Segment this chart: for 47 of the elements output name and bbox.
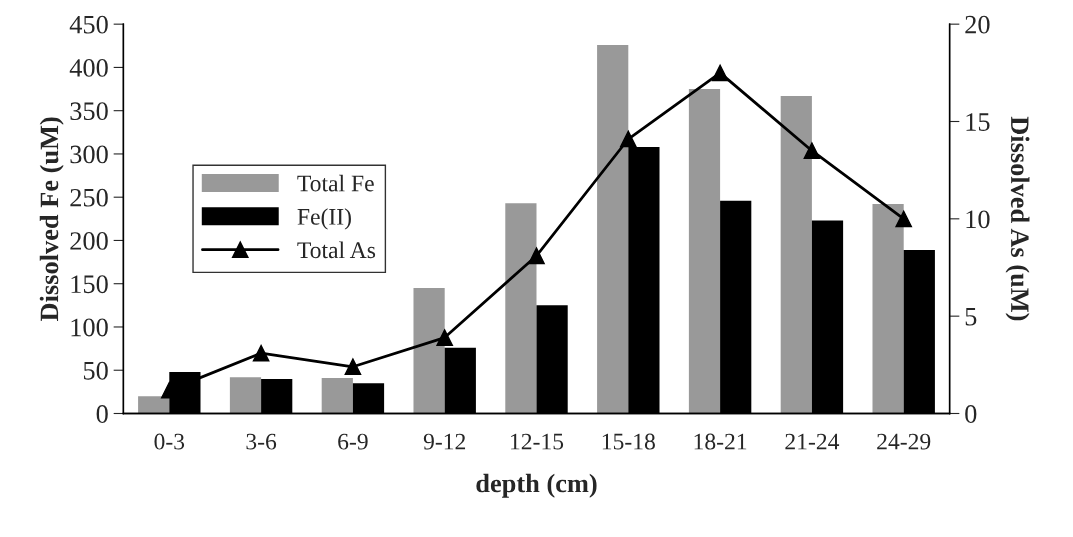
x-tick-label: 24-29 [877,433,931,450]
x-tick-label: 6-9 [338,433,368,450]
point [344,358,362,376]
point [895,210,913,228]
x-tick-label: 9-12 [423,433,466,450]
bar [138,396,170,414]
point [619,130,637,148]
point [436,329,454,346]
x-tick-label: 12-15 [511,433,564,450]
bar [229,377,262,414]
point [252,344,270,362]
legend-label: Fe(II) [297,208,351,230]
y-tick-label: 250 [70,188,108,207]
y2-tick-label: 5 [965,308,977,326]
y-tick-label: 300 [70,145,108,164]
y-tick-label: 150 [71,275,108,294]
y-axis-title: Dissolved Fe (uM) [39,117,64,321]
x-tick-label: 21-24 [785,433,840,450]
y2-tick-label: 20 [965,15,990,34]
x-tick-label: 18-21 [694,433,747,450]
y-tick-label: 200 [70,232,108,250]
y2-axis-title: Dissolved As (uM) [1005,116,1030,321]
x-tick-label: 3-6 [246,433,277,450]
point [803,142,821,160]
bar [872,204,904,414]
y-tick-label: 450 [69,15,108,34]
bar [688,89,721,414]
bar [413,288,445,414]
legend-label: Total As [297,241,376,259]
y-tick-label: 50 [83,361,108,380]
y-tick-label: 100 [71,318,108,337]
bar [780,95,812,414]
y-tick-label: 0 [96,405,108,423]
bar [321,378,353,414]
y2-tick-label: 10 [966,210,990,229]
x-axis-title: depth (cm) [476,473,597,498]
y-tick-label: 350 [70,102,108,121]
y2-tick-label: 0 [965,405,977,423]
y2-tick-label: 15 [966,113,990,131]
x-tick-label: 15-18 [602,433,655,450]
point [711,64,729,82]
x-tick-label: 0-3 [154,433,185,450]
bar [505,203,537,414]
legend-label: Total Fe [297,174,374,192]
y-tick-label: 400 [69,59,108,77]
bar [597,44,629,414]
point [528,247,545,265]
